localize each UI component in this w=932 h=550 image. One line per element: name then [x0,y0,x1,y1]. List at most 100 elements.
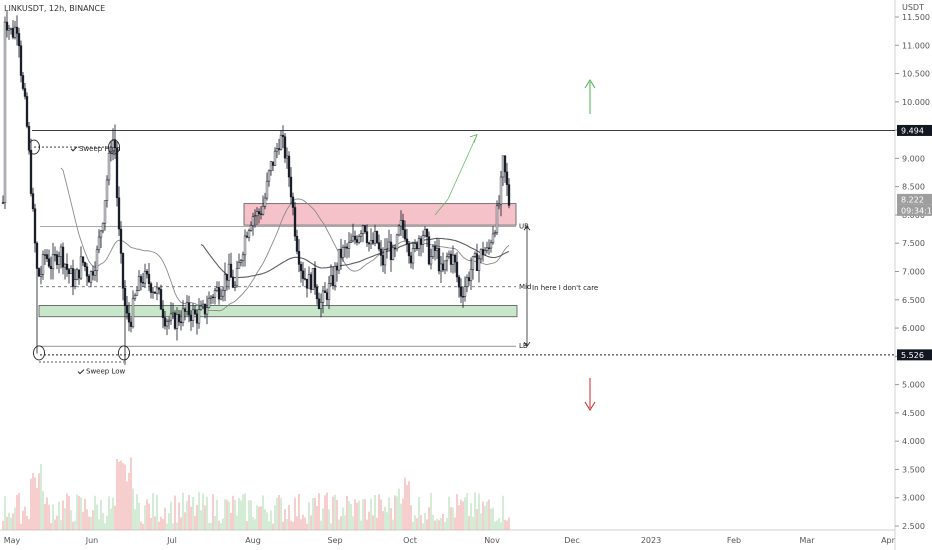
candle-body [427,236,431,265]
volume-bar [284,509,286,530]
volume-bar [236,515,238,530]
volume-bar [112,497,114,530]
candle-body [229,263,233,278]
candle-body [475,253,479,271]
sweep-low-label: Sweep Low [86,368,126,376]
volume-bar [326,492,328,530]
volume-bar [52,504,54,530]
candle-body [199,305,203,310]
volume-bar [456,494,458,530]
candle-body [217,287,221,300]
volume-bar [252,517,254,530]
candle-body [71,268,75,287]
volume-bar [38,473,40,530]
volume-bar [448,496,450,530]
volume-bar [216,499,218,530]
candle-body [249,225,253,231]
volume-bar [70,510,72,530]
candle-body [323,290,327,293]
candle-body [437,248,441,272]
volume-bar [82,511,84,530]
volume-bar [368,511,370,530]
volume-bar [22,510,24,530]
volume-bar [296,516,298,530]
candle-body [85,266,89,277]
volume-bar [214,516,216,530]
volume-bar [378,494,380,530]
candle-body [59,246,63,257]
volume-bar [132,488,134,530]
volume-bar [176,522,178,530]
candle-body [367,242,371,245]
candle-body [319,302,323,310]
volume-bar [222,518,224,530]
candle-body [93,270,97,276]
volume-bar [224,499,226,530]
volume-bar [352,516,354,530]
candle-body [119,228,123,254]
volume-bar [116,459,118,530]
candle-body [343,246,347,249]
volume-bar [314,498,316,530]
candle-body [493,232,497,235]
candle-body [487,247,491,249]
volume-bar [160,516,162,530]
candle-body [139,276,143,283]
candle-body [197,309,201,324]
volume-bar [56,515,58,530]
volume-bar [2,520,4,530]
candle-body [451,254,455,265]
volume-bar [300,519,302,530]
volume-bar [74,520,76,530]
lb-label: LB [519,342,528,350]
volume-bar [26,516,28,530]
volume-bar [458,505,460,530]
volume-bar [164,507,166,530]
volume-bar [238,498,240,530]
candle-body [97,236,101,251]
volume-bar [254,519,256,530]
demand-zone [38,305,518,318]
candle-body [411,248,415,264]
volume-bar [210,523,212,530]
candle-body [161,309,165,318]
candle-body [305,278,309,289]
candle-body [385,248,389,251]
volume-bar [350,503,352,530]
volume-bar [150,517,152,530]
volume-bar [166,523,168,530]
candle-body [501,155,505,178]
time-axis: May Jun Jul Aug Sep Oct Nov Dec 2023 Feb Mar Apr [4,536,896,545]
volume-bar [62,500,64,530]
candle-body [167,319,171,322]
candle-body [433,245,437,251]
volume-bar [358,500,360,530]
candle-body [203,303,207,315]
x-tick-label: Oct [403,536,417,545]
arrow-up-icon [523,225,531,231]
candle-body [469,269,473,282]
candle-body [355,239,359,243]
volume-bar [484,506,486,530]
volume-bar [464,497,466,530]
volume-bar [276,497,278,530]
volume-bar [212,494,214,530]
volume-bar [256,505,258,530]
x-tick-label: Feb [727,536,741,545]
candle-body [157,287,161,290]
volume-bar [200,510,202,530]
volume-bar [174,495,176,530]
candle-body [35,242,39,269]
volume-bar [108,496,110,530]
volume-bar [424,513,426,530]
volume-bar [8,512,10,530]
volume-bar [40,463,42,530]
candle-body [351,235,355,242]
candle-body [223,274,227,291]
volume-bar [330,523,332,530]
symbol-label: LINKUSDT, 12h, BINANCE [4,4,106,13]
candle-body [65,263,69,270]
candle-body [369,240,373,245]
volume-bar [16,495,18,530]
